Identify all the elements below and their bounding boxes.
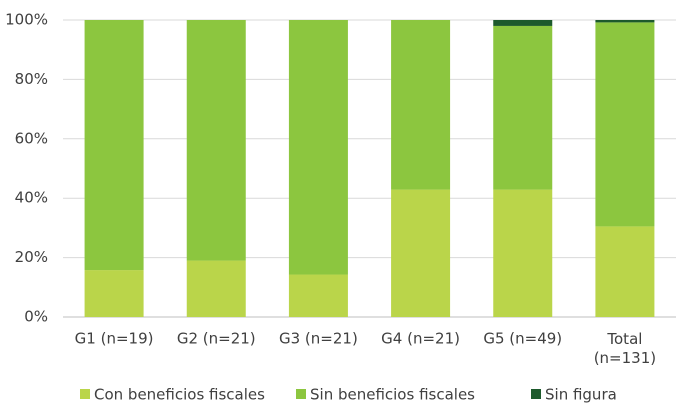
bar-segment xyxy=(84,270,144,317)
legend-label: Sin beneficios fiscales xyxy=(310,386,475,404)
bar-segment xyxy=(595,226,655,317)
legend-label: Con beneficios fiscales xyxy=(94,386,265,404)
bar-segment xyxy=(493,189,553,317)
y-tick-label: 0% xyxy=(24,308,48,326)
bar-segment xyxy=(595,20,655,23)
legend-swatch xyxy=(80,389,90,399)
bar-segment xyxy=(186,260,246,317)
y-tick-label: 60% xyxy=(15,129,48,147)
bar-segment xyxy=(84,20,144,271)
x-tick-label: G3 (n=21) xyxy=(279,330,358,348)
bar-segment xyxy=(288,274,348,317)
x-tick-label: G5 (n=49) xyxy=(483,330,562,348)
x-tick-label: G1 (n=19) xyxy=(75,330,154,348)
x-tick-label: Total (n=131) xyxy=(594,330,656,367)
legend-swatch xyxy=(296,389,306,399)
x-tick-label: G2 (n=21) xyxy=(177,330,256,348)
bar-segment xyxy=(288,20,348,275)
bar-segment xyxy=(186,20,246,261)
bar-segment xyxy=(493,20,553,26)
y-tick-label: 80% xyxy=(15,70,48,88)
bar-segment xyxy=(391,189,451,317)
bar-segment xyxy=(391,20,451,190)
y-tick-label: 20% xyxy=(15,248,48,266)
bar-segment xyxy=(595,22,655,227)
legend-label: Sin figura xyxy=(545,386,617,404)
y-tick-label: 40% xyxy=(15,189,48,207)
bar-segment xyxy=(493,25,553,190)
x-tick-label: G4 (n=21) xyxy=(381,330,460,348)
legend-swatch xyxy=(531,389,541,399)
y-tick-label: 100% xyxy=(5,11,48,29)
